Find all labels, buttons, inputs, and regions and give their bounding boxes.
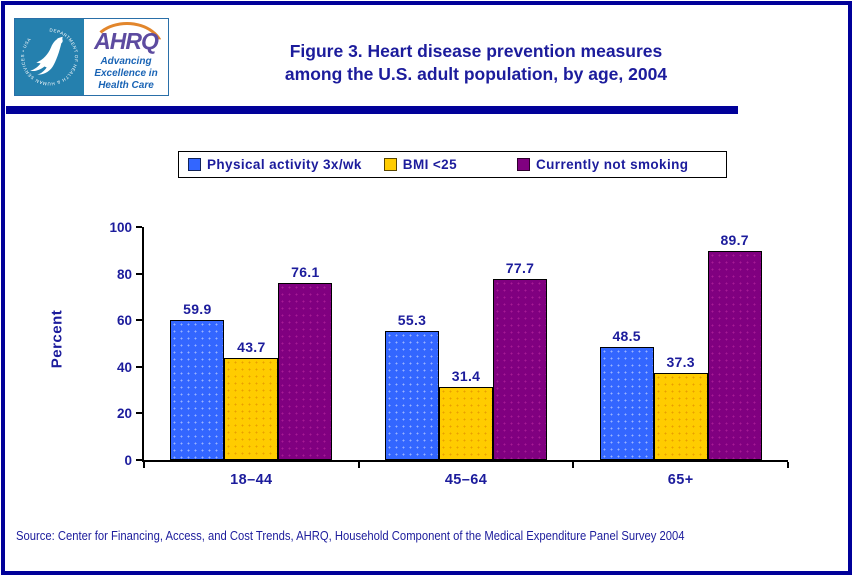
- y-tick-label: 80: [116, 266, 132, 282]
- header-divider: [6, 106, 738, 114]
- legend-item: Currently not smoking: [517, 157, 688, 172]
- hhs-logo-panel: DEPARTMENT OF HEALTH & HUMAN SERVICES • …: [15, 19, 84, 95]
- ahrq-tagline: Advancing Excellence in Health Care: [84, 56, 168, 92]
- y-tick-mark: [136, 412, 142, 415]
- y-tick-label: 0: [124, 453, 132, 468]
- legend-swatch-icon: [188, 158, 201, 171]
- ahrq-hhs-logo: DEPARTMENT OF HEALTH & HUMAN SERVICES • …: [14, 18, 169, 96]
- ahrq-wordmark: AHRQ: [94, 28, 159, 54]
- ahrq-logo-panel: AHRQ Advancing Excellence in Health Care: [84, 19, 168, 95]
- legend-label: Physical activity 3x/wk: [207, 157, 362, 172]
- hhs-eagle-icon: DEPARTMENT OF HEALTH & HUMAN SERVICES • …: [20, 28, 78, 87]
- y-tick-label: 20: [116, 406, 132, 422]
- bar: 59.9: [170, 301, 225, 460]
- x-category-label: 65+: [667, 472, 694, 488]
- bar: 77.7: [493, 260, 547, 460]
- y-tick-label: 40: [116, 359, 132, 375]
- legend: Physical activity 3x/wk BMI <25 Currently …: [178, 151, 727, 178]
- legend-label: Currently not smoking: [536, 157, 689, 172]
- bar-value-label: 59.9: [183, 301, 212, 318]
- x-tick-mark: [357, 462, 360, 468]
- y-axis-title: Percent: [48, 309, 66, 369]
- y-tick-label: 100: [109, 220, 132, 235]
- x-category-label: 18–44: [230, 472, 273, 488]
- bar-groups: 59.9 43.7 76.1 18–44 55.3 31.4 77.7 45–64 48.5 37…: [144, 227, 788, 488]
- ahrq-arc-icon: [90, 22, 164, 50]
- bar-group: 59.9 43.7 76.1 18–44: [144, 227, 359, 488]
- bar-group: 48.5 37.3 89.7 65+: [573, 227, 788, 488]
- y-tick-mark: [136, 459, 142, 461]
- bar: 89.7: [707, 232, 762, 460]
- legend-label: BMI <25: [402, 157, 457, 172]
- bar: 37.3: [653, 354, 708, 460]
- y-tick-label: 60: [116, 313, 132, 329]
- figure-title: Figure 3. Heart disease prevention measu…: [176, 40, 776, 86]
- bar-value-label: 31.4: [451, 367, 481, 384]
- y-tick-mark: [136, 226, 142, 228]
- legend-item: Physical activity 3x/wk: [188, 157, 362, 172]
- y-tick-mark: [136, 319, 142, 322]
- bar: 55.3: [385, 312, 439, 460]
- bar: 43.7: [224, 339, 279, 460]
- legend-item: BMI <25: [383, 157, 457, 172]
- x-category-label: 45–64: [444, 472, 488, 488]
- bar-value-label: 77.7: [505, 259, 535, 276]
- bar-value-label: 43.7: [237, 339, 266, 356]
- x-tick-mark: [787, 462, 789, 468]
- figure-title-line1: Figure 3. Heart disease prevention measu…: [289, 41, 663, 61]
- bar: 31.4: [439, 368, 493, 460]
- source-note: Source: Center for Financing, Access, an…: [16, 529, 685, 543]
- ahrq-tagline-line: Advancing: [100, 56, 152, 67]
- figure-title-line2: among the U.S. adult population, by age,…: [284, 64, 668, 84]
- ahrq-tagline-line: Excellence in: [94, 68, 158, 79]
- bar: 76.1: [278, 264, 333, 460]
- y-tick-mark: [136, 272, 142, 275]
- bar-value-label: 76.1: [291, 263, 320, 280]
- bar-value-label: 48.5: [612, 328, 641, 344]
- ahrq-tagline-line: Health Care: [98, 80, 154, 91]
- legend-swatch-icon: [383, 158, 397, 171]
- y-tick-mark: [136, 365, 142, 368]
- bar-value-label: 89.7: [720, 232, 749, 248]
- bar-value-label: 55.3: [397, 312, 427, 329]
- bar: 48.5: [599, 328, 654, 460]
- x-tick-mark: [143, 462, 145, 468]
- bar-group: 55.3 31.4 77.7 45–64: [359, 227, 574, 488]
- legend-swatch-icon: [517, 158, 530, 171]
- x-tick-mark: [572, 462, 575, 468]
- plot-area: 59.9 43.7 76.1 18–44 55.3 31.4 77.7 45–64 48.5 37…: [109, 220, 789, 488]
- bar-value-label: 37.3: [666, 354, 695, 371]
